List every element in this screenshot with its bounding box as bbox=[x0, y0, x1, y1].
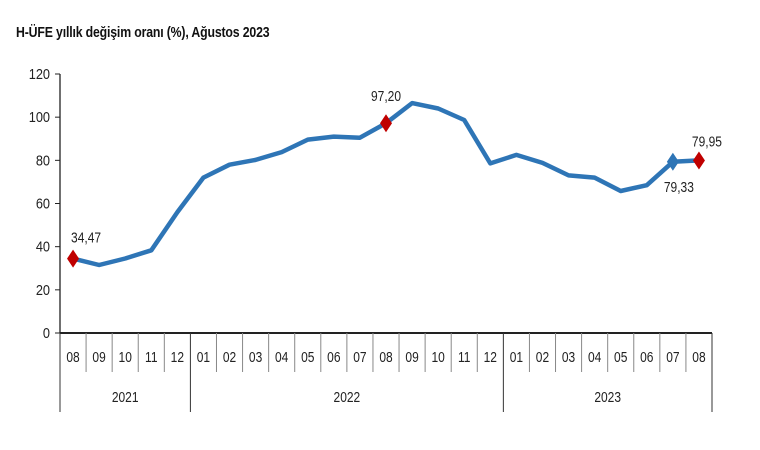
y-tick-label: 100 bbox=[29, 108, 50, 125]
x-year-label: 2023 bbox=[594, 389, 621, 406]
x-year-label: 2021 bbox=[112, 389, 139, 406]
x-tick-label: 02 bbox=[536, 349, 549, 366]
y-tick-label: 20 bbox=[36, 281, 50, 298]
x-tick-label: 09 bbox=[405, 349, 418, 366]
y-tick-label: 120 bbox=[29, 65, 50, 82]
red-diamond-marker bbox=[67, 249, 80, 268]
blue-diamond-marker bbox=[666, 152, 679, 171]
x-tick-label: 04 bbox=[275, 349, 289, 366]
x-tick-label: 06 bbox=[327, 349, 340, 366]
x-tick-label: 01 bbox=[510, 349, 523, 366]
data-label: 79,95 bbox=[692, 133, 722, 150]
x-tick-label: 10 bbox=[119, 349, 133, 366]
x-tick-label: 08 bbox=[379, 349, 392, 366]
data-label: 79,33 bbox=[664, 179, 694, 196]
x-tick-label: 04 bbox=[588, 349, 602, 366]
x-tick-label: 05 bbox=[301, 349, 314, 366]
x-tick-label: 08 bbox=[66, 349, 79, 366]
x-tick-label: 08 bbox=[692, 349, 705, 366]
red-diamond-marker bbox=[692, 151, 705, 170]
x-tick-label: 03 bbox=[562, 349, 575, 366]
y-tick-label: 40 bbox=[36, 238, 50, 255]
x-tick-label: 05 bbox=[614, 349, 627, 366]
x-tick-label: 12 bbox=[171, 349, 184, 366]
data-label: 34,47 bbox=[71, 229, 101, 246]
red-diamond-marker bbox=[380, 114, 392, 133]
x-tick-label: 11 bbox=[145, 349, 157, 366]
x-tick-label: 02 bbox=[223, 349, 236, 366]
y-tick-label: 0 bbox=[43, 324, 50, 341]
x-tick-label: 01 bbox=[197, 349, 210, 366]
x-tick-label: 07 bbox=[353, 349, 366, 366]
y-tick-label: 80 bbox=[36, 151, 50, 168]
y-tick-label: 60 bbox=[36, 194, 50, 211]
x-tick-label: 09 bbox=[92, 349, 105, 366]
x-tick-label: 07 bbox=[666, 349, 679, 366]
data-label: 97,20 bbox=[371, 88, 401, 105]
x-tick-label: 11 bbox=[458, 349, 470, 366]
chart-title: H-ÜFE yıllık değişim oranı (%), Ağustos … bbox=[16, 24, 270, 41]
x-tick-label: 12 bbox=[484, 349, 497, 366]
x-year-label: 2022 bbox=[334, 389, 361, 406]
x-tick-label: 10 bbox=[431, 349, 445, 366]
x-tick-label: 03 bbox=[249, 349, 262, 366]
x-tick-label: 06 bbox=[640, 349, 653, 366]
